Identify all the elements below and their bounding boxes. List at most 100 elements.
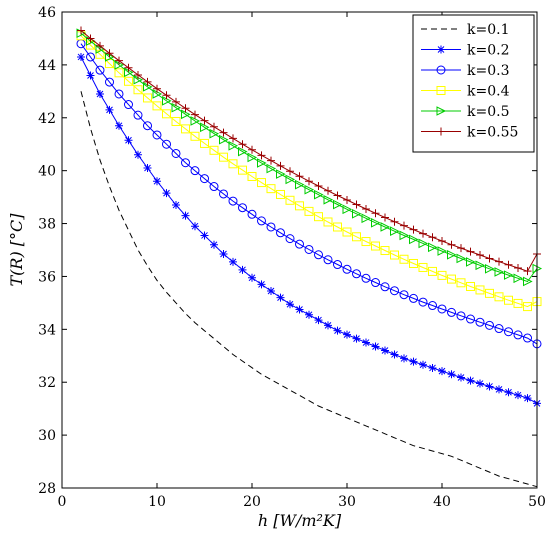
x-tick-label: 30 bbox=[338, 494, 356, 510]
data-point bbox=[181, 124, 190, 134]
data-point bbox=[266, 222, 276, 232]
legend-item: k=0.4 bbox=[421, 84, 510, 100]
data-point bbox=[86, 34, 95, 43]
data-point bbox=[285, 174, 296, 185]
data-point bbox=[371, 278, 380, 288]
data-point bbox=[181, 211, 190, 220]
data-point bbox=[494, 292, 504, 302]
data-point bbox=[228, 140, 239, 151]
data-point bbox=[143, 93, 152, 103]
y-tick-label: 42 bbox=[38, 111, 56, 127]
legend-item: k=0.55 bbox=[421, 125, 518, 141]
data-point bbox=[219, 189, 228, 199]
data-point bbox=[399, 254, 409, 264]
data-point bbox=[428, 266, 437, 276]
legend-marker bbox=[437, 45, 445, 54]
data-point bbox=[181, 109, 191, 120]
data-point bbox=[390, 286, 399, 296]
data-point bbox=[371, 241, 380, 251]
data-point bbox=[352, 232, 361, 242]
data-point bbox=[447, 274, 456, 284]
data-point bbox=[248, 273, 256, 282]
data-point bbox=[390, 217, 399, 226]
data-point bbox=[419, 229, 427, 238]
data-point bbox=[513, 330, 523, 340]
data-point bbox=[419, 360, 427, 369]
series-k-0-2 bbox=[77, 52, 541, 408]
x-axis-label: h [W/m²K] bbox=[258, 511, 342, 530]
legend-marker bbox=[437, 127, 445, 136]
data-point bbox=[485, 382, 494, 391]
plot-frame bbox=[61, 11, 538, 489]
data-point bbox=[447, 370, 456, 379]
axes-layer: 0 10 20 30 40 50 28 30 32 34 36 38 40 42 44 46 h [W/m²K]… bbox=[7, 5, 546, 530]
data-point bbox=[209, 182, 219, 192]
data-point bbox=[105, 77, 114, 87]
data-point bbox=[162, 91, 171, 100]
data-point bbox=[124, 136, 133, 145]
y-tick-label: 36 bbox=[38, 269, 56, 285]
data-point bbox=[276, 169, 286, 179]
data-point bbox=[267, 286, 275, 295]
data-point bbox=[523, 394, 532, 403]
data-point bbox=[257, 151, 266, 160]
data-point bbox=[514, 263, 522, 272]
data-point bbox=[457, 244, 465, 253]
data-point bbox=[247, 171, 257, 181]
data-point bbox=[124, 63, 133, 72]
data-point bbox=[418, 262, 428, 272]
data-point bbox=[295, 172, 304, 181]
data-point bbox=[456, 311, 466, 321]
series-line bbox=[80, 35, 538, 308]
data-point bbox=[191, 110, 199, 119]
data-point bbox=[476, 251, 484, 260]
data-point bbox=[210, 122, 218, 131]
data-point bbox=[257, 216, 266, 226]
data-point bbox=[409, 225, 418, 234]
data-point bbox=[143, 77, 152, 86]
data-point bbox=[333, 260, 342, 270]
data-point bbox=[523, 267, 532, 276]
data-point bbox=[200, 231, 209, 240]
legend-label: k=0.1 bbox=[467, 22, 509, 38]
data-point bbox=[418, 238, 429, 249]
data-point bbox=[153, 177, 161, 186]
series-k-0-1 bbox=[80, 91, 538, 488]
data-point bbox=[438, 367, 446, 376]
data-point bbox=[305, 177, 313, 186]
data-point bbox=[143, 121, 152, 131]
series-k-0-55 bbox=[77, 26, 541, 276]
x-tick-label: 20 bbox=[243, 494, 261, 510]
data-point bbox=[257, 178, 266, 188]
data-point bbox=[96, 41, 104, 50]
data-point bbox=[399, 290, 409, 300]
data-point bbox=[228, 196, 238, 206]
data-point bbox=[371, 342, 380, 351]
data-point bbox=[380, 222, 391, 232]
data-point bbox=[399, 230, 410, 241]
data-point bbox=[266, 184, 276, 194]
data-point bbox=[191, 222, 199, 231]
data-point bbox=[409, 234, 419, 245]
data-point bbox=[295, 179, 305, 190]
data-point bbox=[162, 189, 171, 198]
data-point bbox=[276, 189, 285, 199]
data-point bbox=[494, 267, 505, 277]
data-point bbox=[286, 300, 294, 309]
data-point bbox=[371, 217, 381, 228]
data-point bbox=[172, 201, 180, 210]
legend-box bbox=[412, 14, 535, 153]
data-point bbox=[513, 273, 524, 284]
data-point bbox=[171, 148, 181, 158]
legend-label: k=0.55 bbox=[467, 125, 518, 141]
data-point bbox=[324, 186, 332, 195]
data-point bbox=[390, 226, 400, 237]
data-point bbox=[200, 174, 209, 184]
data-point bbox=[248, 145, 256, 154]
series-k-0-4 bbox=[76, 31, 542, 312]
data-point bbox=[523, 302, 532, 312]
data-point bbox=[371, 209, 380, 218]
data-point bbox=[219, 134, 229, 145]
data-point bbox=[77, 26, 85, 35]
data-point bbox=[333, 199, 343, 210]
